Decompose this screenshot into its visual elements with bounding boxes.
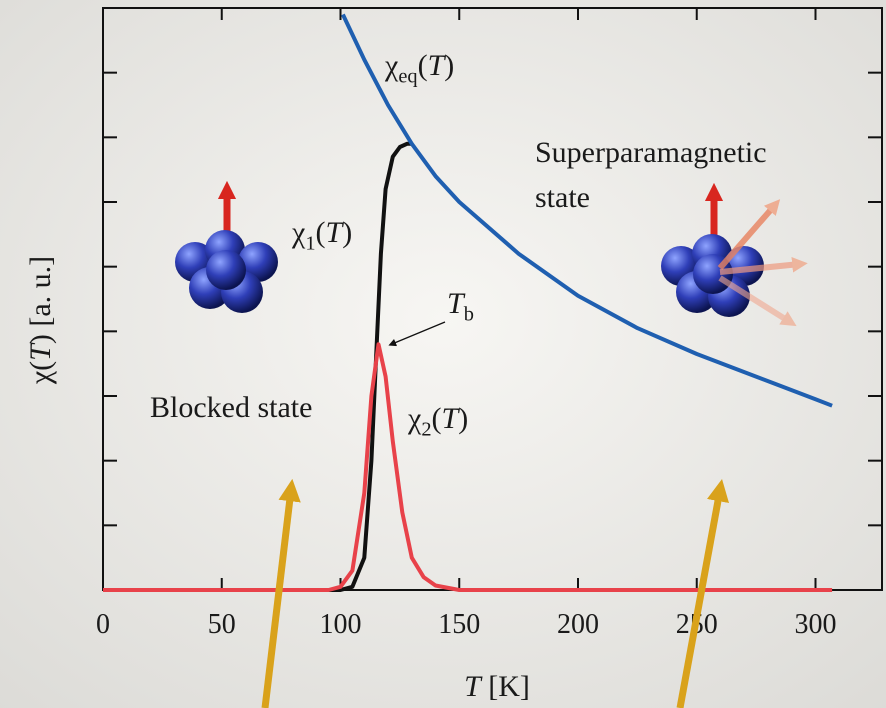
x-tick-label: 150 [438, 609, 480, 640]
x-tick-label: 50 [208, 609, 236, 640]
curve [103, 342, 833, 592]
curve [341, 13, 833, 408]
x-axis-label: T [K] [464, 670, 530, 703]
superparamagnetic-cluster [661, 182, 808, 327]
x-tick-label: 0 [96, 609, 110, 640]
pointer-arrow [261, 478, 301, 708]
x-tick-label: 100 [320, 609, 362, 640]
annotation: Superparamagnetic [535, 136, 767, 169]
x-tick-label: 200 [557, 609, 599, 640]
pointer-arrow [676, 478, 729, 708]
curve-label: χeq(T) [384, 49, 454, 88]
y-axis-label: χ(T) [a. u.] [24, 256, 57, 385]
annotation: state [535, 181, 590, 214]
x-tick-label: 300 [795, 609, 837, 640]
annotation: Tb [447, 287, 474, 326]
plot-area: 050100150200250300 [96, 7, 882, 640]
tb-pointer [388, 321, 446, 347]
annotation: Blocked state [150, 391, 312, 424]
blocked-cluster [175, 180, 278, 313]
curve-label: χ2(T) [407, 402, 468, 441]
curve [103, 141, 412, 592]
curve-label: χ1(T) [291, 216, 352, 255]
